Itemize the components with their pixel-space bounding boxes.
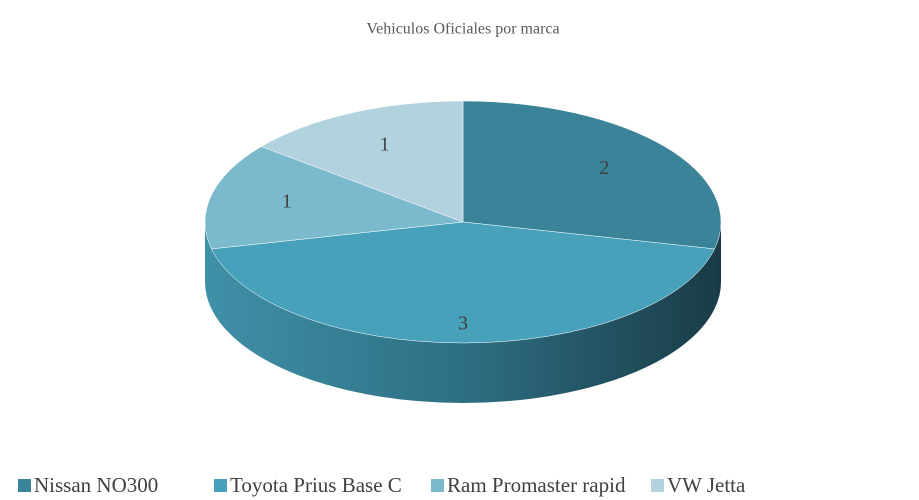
legend-swatch [18, 479, 31, 492]
data-label: 3 [458, 312, 468, 334]
legend-swatch [431, 479, 444, 492]
chart-title: Vehiculos Oficiales por marca [366, 21, 559, 38]
slice [211, 221, 715, 344]
slice-side [205, 222, 212, 309]
data-label: 1 [380, 133, 390, 155]
legend-swatch [214, 479, 227, 492]
legend-label: VW Jetta [667, 473, 746, 497]
data-label: 1 [282, 191, 292, 213]
legend-swatch [651, 479, 664, 492]
slice-side [211, 248, 715, 403]
legend-label: Toyota Prius Base C [230, 473, 402, 497]
legend-label: Ram Promaster rapid [447, 473, 626, 497]
data-label: 2 [599, 157, 609, 179]
slice [462, 100, 722, 250]
slice-side [714, 222, 721, 309]
slice [204, 146, 464, 250]
slice [260, 100, 464, 223]
legend-label: Nissan NO300 [34, 473, 158, 497]
